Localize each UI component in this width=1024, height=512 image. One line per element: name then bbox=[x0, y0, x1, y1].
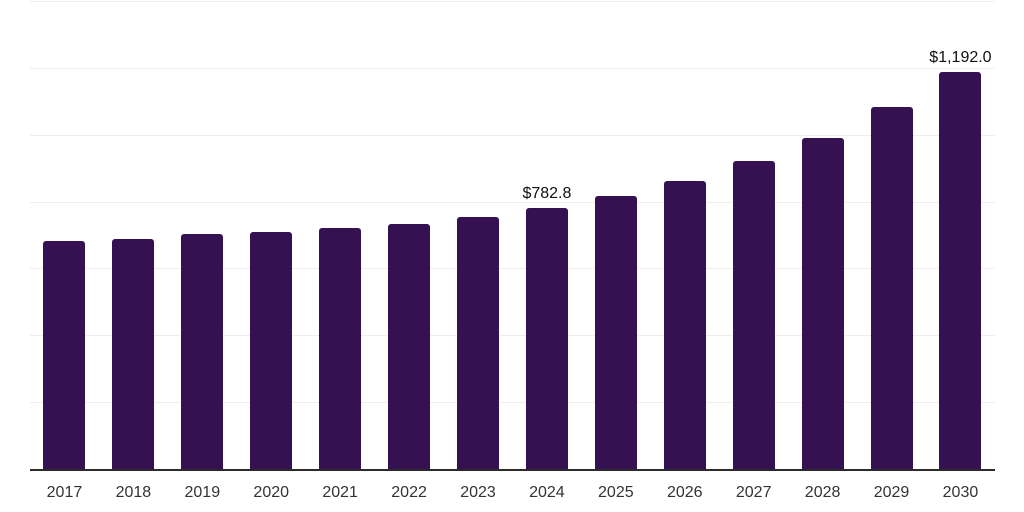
bar-series: $782.8 $1,192.0 bbox=[30, 2, 995, 470]
bar-value-label-2030: $1,192.0 bbox=[929, 48, 992, 66]
gridline-600 bbox=[30, 268, 995, 270]
bar-band-2025 bbox=[581, 2, 650, 470]
gridline-1000 bbox=[30, 134, 995, 136]
bar-2018 bbox=[112, 239, 155, 470]
bar-2029 bbox=[870, 106, 913, 470]
x-axis-label-2027: 2027 bbox=[735, 484, 772, 501]
bar-band-2027 bbox=[719, 2, 788, 470]
bar-band-2023 bbox=[444, 2, 513, 470]
bar-2019 bbox=[181, 234, 224, 470]
gridline-800 bbox=[30, 201, 995, 203]
x-axis-label-2023: 2023 bbox=[460, 484, 496, 501]
x-axis-label-2024: 2024 bbox=[529, 484, 565, 501]
bar-band-2024: $782.8 bbox=[512, 2, 581, 470]
bar-band-2017 bbox=[30, 2, 99, 470]
x-axis-label-2025: 2025 bbox=[598, 484, 634, 501]
x-axis-label-2029: 2029 bbox=[873, 484, 910, 501]
plot-area: $782.8 $1,192.0 bbox=[30, 1, 995, 470]
bar-band-2018 bbox=[99, 2, 168, 470]
bar-2026 bbox=[663, 180, 706, 470]
gridline-1400 bbox=[30, 1, 995, 2]
bar-2024 bbox=[525, 208, 568, 470]
bar-2023 bbox=[456, 216, 499, 470]
gridline-200 bbox=[30, 402, 995, 404]
bar-2017 bbox=[43, 241, 86, 470]
bar-value-label-2024: $782.8 bbox=[522, 185, 572, 203]
bar-band-2020 bbox=[237, 2, 306, 470]
x-axis-label-2026: 2026 bbox=[666, 484, 703, 501]
gridline-400 bbox=[30, 335, 995, 337]
bar-2021 bbox=[319, 227, 362, 470]
x-axis-label-2022: 2022 bbox=[391, 484, 427, 501]
x-axis-label-2017: 2017 bbox=[46, 484, 83, 501]
x-axis-label-2021: 2021 bbox=[322, 484, 358, 501]
x-axis-label-2019: 2019 bbox=[184, 484, 221, 501]
bar-band-2028 bbox=[788, 2, 857, 470]
bar-2027 bbox=[732, 161, 775, 470]
bar-band-2021 bbox=[306, 2, 375, 470]
bar-2020 bbox=[250, 231, 293, 470]
bar-2025 bbox=[594, 196, 637, 470]
x-axis-labels: 2017 2018 2019 2020 2021 2022 2023 2024 2025 2026… bbox=[30, 484, 995, 502]
bar-band-2026 bbox=[650, 2, 719, 470]
bar-2022 bbox=[388, 224, 431, 470]
x-axis-label-2030: 2030 bbox=[942, 484, 979, 501]
bar-band-2022 bbox=[375, 2, 444, 470]
bar-band-2030: $1,192.0 bbox=[926, 2, 995, 470]
bar-band-2029 bbox=[857, 2, 926, 470]
bar-band-2019 bbox=[168, 2, 237, 470]
bar-2030 bbox=[939, 71, 982, 470]
bar-2028 bbox=[801, 137, 844, 470]
x-axis-label-2018: 2018 bbox=[115, 484, 152, 501]
gridline-1200 bbox=[30, 67, 995, 69]
x-axis-line bbox=[30, 469, 995, 471]
x-axis-label-2028: 2028 bbox=[804, 484, 841, 501]
x-axis-label-2020: 2020 bbox=[253, 484, 290, 501]
